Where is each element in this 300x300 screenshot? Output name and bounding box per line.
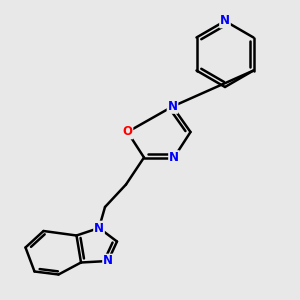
Text: N: N	[169, 151, 179, 164]
Text: O: O	[122, 125, 133, 139]
Text: N: N	[103, 254, 113, 268]
Text: N: N	[167, 100, 178, 113]
Text: N: N	[220, 14, 230, 28]
Text: N: N	[94, 221, 104, 235]
